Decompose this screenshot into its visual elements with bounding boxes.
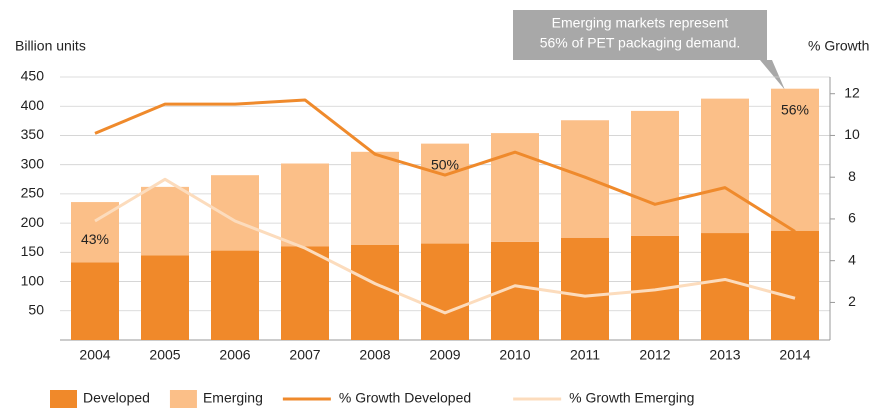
bar: [351, 151, 399, 245]
bar: [421, 243, 469, 340]
y-tick-label: 300: [21, 155, 45, 171]
callout-text: 56% of PET packaging demand.: [540, 35, 741, 51]
x-tick-label: 2008: [359, 347, 390, 363]
line: [94, 177, 796, 315]
bar: [631, 110, 679, 236]
x-tick-label: 2012: [639, 347, 670, 363]
callout-box: [513, 10, 785, 90]
legend-label: Emerging: [203, 390, 263, 406]
bar: [491, 133, 539, 242]
legend-swatch: [169, 390, 197, 408]
y-tick-label: 250: [21, 185, 45, 201]
x-tick-label: 2011: [570, 347, 600, 363]
bar: [141, 255, 189, 340]
x-tick-label: 2006: [219, 347, 250, 363]
y-tick-label: 50: [28, 301, 44, 317]
annotation: 50%: [431, 156, 459, 172]
x-tick-label: 2010: [499, 347, 530, 363]
legend-label: Developed: [83, 390, 150, 406]
bar: [771, 230, 819, 340]
bar: [211, 175, 259, 251]
y2-tick-label: 8: [848, 168, 856, 184]
legend-label: % Growth Developed: [339, 390, 471, 406]
x-tick-label: 2007: [289, 347, 320, 363]
bar: [281, 246, 329, 340]
y2-tick-label: 6: [848, 210, 856, 226]
bar: [561, 237, 609, 340]
bar: [351, 244, 399, 340]
x-tick-label: 2004: [79, 347, 110, 363]
bar: [701, 98, 749, 234]
annotation: 56%: [781, 101, 809, 117]
x-tick-label: 2005: [149, 347, 180, 363]
y-tick-label: 450: [21, 68, 45, 84]
x-tick-label: 2013: [709, 347, 740, 363]
y-tick-label: 200: [21, 214, 45, 230]
bar: [561, 120, 609, 238]
bar: [141, 186, 189, 256]
bar: [421, 143, 469, 244]
y-tick-label: 100: [21, 272, 45, 288]
legend-swatch: [50, 390, 77, 408]
line: [94, 98, 796, 233]
y2-axis-label: % Growth: [808, 38, 869, 54]
y-tick-label: 400: [21, 97, 45, 113]
bar: [701, 233, 749, 340]
bar: [281, 163, 329, 247]
y2-tick-label: 4: [848, 251, 856, 267]
x-tick-label: 2014: [779, 347, 810, 363]
y2-tick-label: 2: [848, 293, 856, 309]
annotation: 43%: [81, 231, 109, 247]
legend-label: % Growth Emerging: [569, 390, 694, 406]
callout-text: Emerging markets represent: [552, 15, 729, 31]
bar: [771, 88, 819, 231]
bar: [71, 262, 119, 340]
y-tick-label: 150: [21, 243, 45, 259]
y2-tick-label: 10: [844, 126, 860, 142]
y-axis-label: Billion units: [15, 38, 86, 54]
y2-tick-label: 12: [844, 84, 860, 100]
bar: [211, 250, 259, 340]
x-tick-label: 2009: [429, 347, 460, 363]
y-tick-label: 350: [21, 126, 45, 142]
